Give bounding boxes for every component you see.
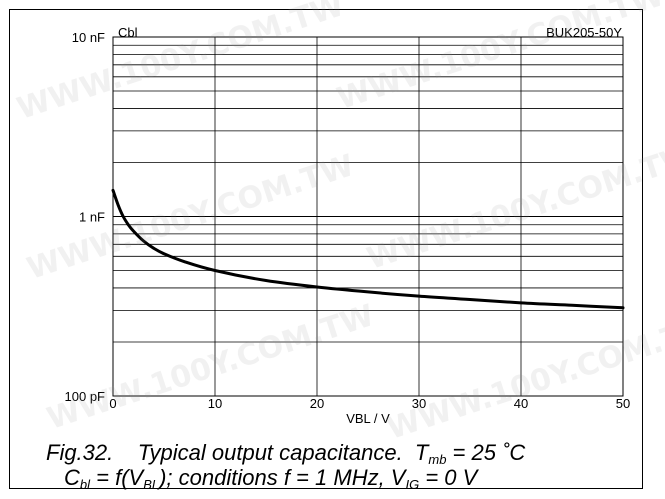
caption-line-1: Fig.32. Typical output capacitance. Tmb … (46, 440, 525, 467)
condition-temp: Tmb = 25 ˚C (414, 440, 526, 467)
chart-title: BUK205-50Y (546, 25, 622, 40)
x-tick-label-5: 50 (616, 396, 630, 411)
y-tick-label-1: 1 nF (79, 210, 105, 225)
x-tick-label-3: 30 (412, 396, 426, 411)
x-tick-label-0: 0 (109, 396, 116, 411)
figure-description: Typical output capacitance. (137, 440, 403, 465)
grid (113, 37, 623, 396)
tick-labels: 0 10 20 30 40 50 100 pF 1 nF 10 nF (65, 30, 631, 411)
y-tick-label-2: 10 nF (72, 30, 105, 45)
x-tick-label-2: 20 (310, 396, 324, 411)
series-line-0 (111, 188, 625, 310)
y-tick-label-0: 100 pF (65, 389, 106, 404)
figure-number: Fig.32. (46, 440, 114, 465)
x-axis-label: VBL / V (346, 411, 390, 426)
x-tick-label-1: 10 (208, 396, 222, 411)
y-axis-label: Cbl (118, 25, 138, 40)
x-tick-label-4: 40 (514, 396, 528, 411)
caption-line-2: Cbl = f(VBL); conditions f = 1 MHz, VIG … (64, 465, 478, 492)
series (111, 188, 625, 310)
